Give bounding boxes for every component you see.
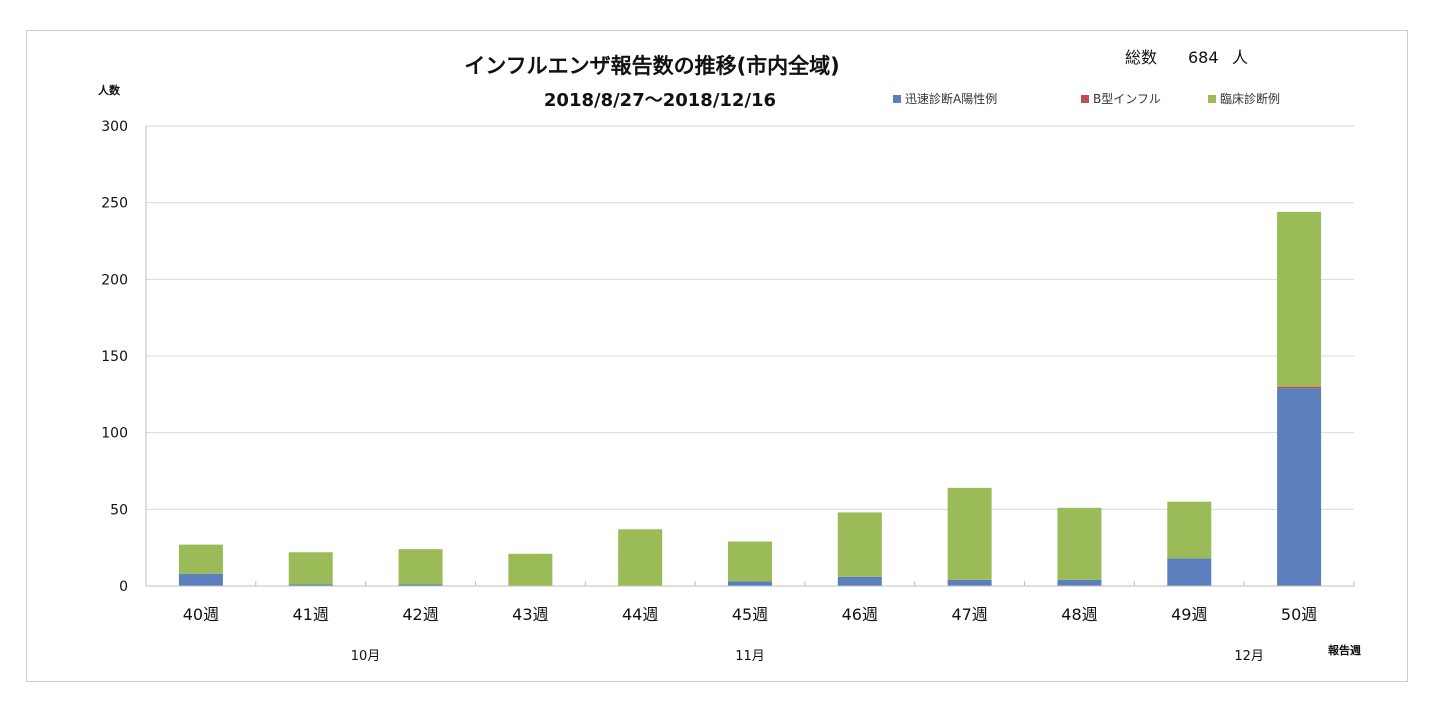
x-tick-label: 44週 bbox=[622, 605, 658, 624]
total-label: 総数 bbox=[1125, 48, 1157, 67]
y-tick-label: 100 bbox=[101, 426, 128, 442]
month-label: 11月 bbox=[735, 649, 765, 664]
bar-segment bbox=[728, 581, 772, 586]
legend-item: 迅速診断A陽性例 bbox=[893, 91, 997, 106]
x-tick-label: 46週 bbox=[842, 605, 878, 624]
y-tick-label: 150 bbox=[101, 349, 128, 365]
bar-segment bbox=[178, 573, 223, 586]
bar-segment bbox=[1167, 558, 1212, 586]
gridlines bbox=[146, 125, 1354, 510]
bars bbox=[178, 211, 1322, 586]
bar-segment bbox=[398, 584, 443, 586]
month-label: 10月 bbox=[351, 649, 381, 664]
y-tick-label: 50 bbox=[110, 502, 128, 518]
bar-segment bbox=[288, 584, 333, 586]
bar-segment bbox=[398, 549, 443, 585]
total-unit: 人 bbox=[1232, 48, 1248, 67]
x-tick-label: 41週 bbox=[293, 605, 329, 624]
bar-segment bbox=[288, 552, 333, 585]
bar-segment bbox=[1277, 388, 1322, 586]
x-tick-label: 47週 bbox=[951, 605, 987, 624]
x-tick-label: 48週 bbox=[1061, 605, 1097, 624]
axis-labels: 0 50 100 150 200 250 300 40週 41週 42週 43週 44週 45週 46週 4… bbox=[101, 119, 1317, 664]
month-label: 12月 bbox=[1234, 649, 1264, 664]
bar-segment bbox=[1057, 579, 1102, 586]
x-tick-label: 45週 bbox=[732, 605, 768, 624]
x-tick-label: 49週 bbox=[1171, 605, 1207, 624]
bar-segment bbox=[1277, 211, 1322, 387]
legend-item: B型インフル bbox=[1081, 92, 1161, 106]
bar-segment bbox=[728, 541, 772, 582]
bar-segment bbox=[947, 487, 992, 580]
legend-swatch bbox=[1208, 95, 1216, 103]
bar-segment bbox=[1277, 386, 1322, 389]
legend-item: 臨床診断例 bbox=[1208, 91, 1280, 106]
chart-title: インフルエンザ報告数の推移(市内全域) bbox=[464, 54, 840, 78]
x-tick-label: 43週 bbox=[512, 605, 548, 624]
bar-segment bbox=[1057, 507, 1102, 580]
legend: 迅速診断A陽性例 B型インフル 臨床診断例 bbox=[893, 91, 1280, 106]
bar-segment bbox=[947, 579, 992, 586]
legend-label: B型インフル bbox=[1093, 92, 1161, 106]
y-tick-label: 200 bbox=[101, 272, 128, 288]
y-axis-label: 人数 bbox=[98, 83, 121, 97]
bar-segment bbox=[1167, 501, 1212, 559]
axes bbox=[145, 126, 1355, 587]
bar-segment bbox=[178, 544, 223, 574]
x-tick-label: 40週 bbox=[183, 605, 219, 624]
total-value: 684 bbox=[1188, 48, 1219, 67]
legend-swatch bbox=[1081, 95, 1089, 103]
bar-segment bbox=[508, 553, 553, 586]
legend-label: 迅速診断A陽性例 bbox=[905, 91, 997, 106]
legend-swatch bbox=[893, 95, 901, 103]
y-tick-label: 0 bbox=[119, 579, 128, 595]
x-tick-label: 50週 bbox=[1281, 605, 1317, 624]
x-axis-label: 報告週 bbox=[1328, 643, 1361, 657]
y-tick-label: 250 bbox=[101, 196, 128, 212]
chart-subtitle: 2018/8/27〜2018/12/16 bbox=[544, 90, 776, 111]
y-tick-label: 300 bbox=[101, 119, 128, 135]
bar-segment bbox=[618, 529, 663, 586]
bar-segment bbox=[837, 512, 882, 577]
x-tick-label: 42週 bbox=[402, 605, 438, 624]
bar-segment bbox=[837, 576, 882, 586]
legend-label: 臨床診断例 bbox=[1220, 91, 1280, 106]
